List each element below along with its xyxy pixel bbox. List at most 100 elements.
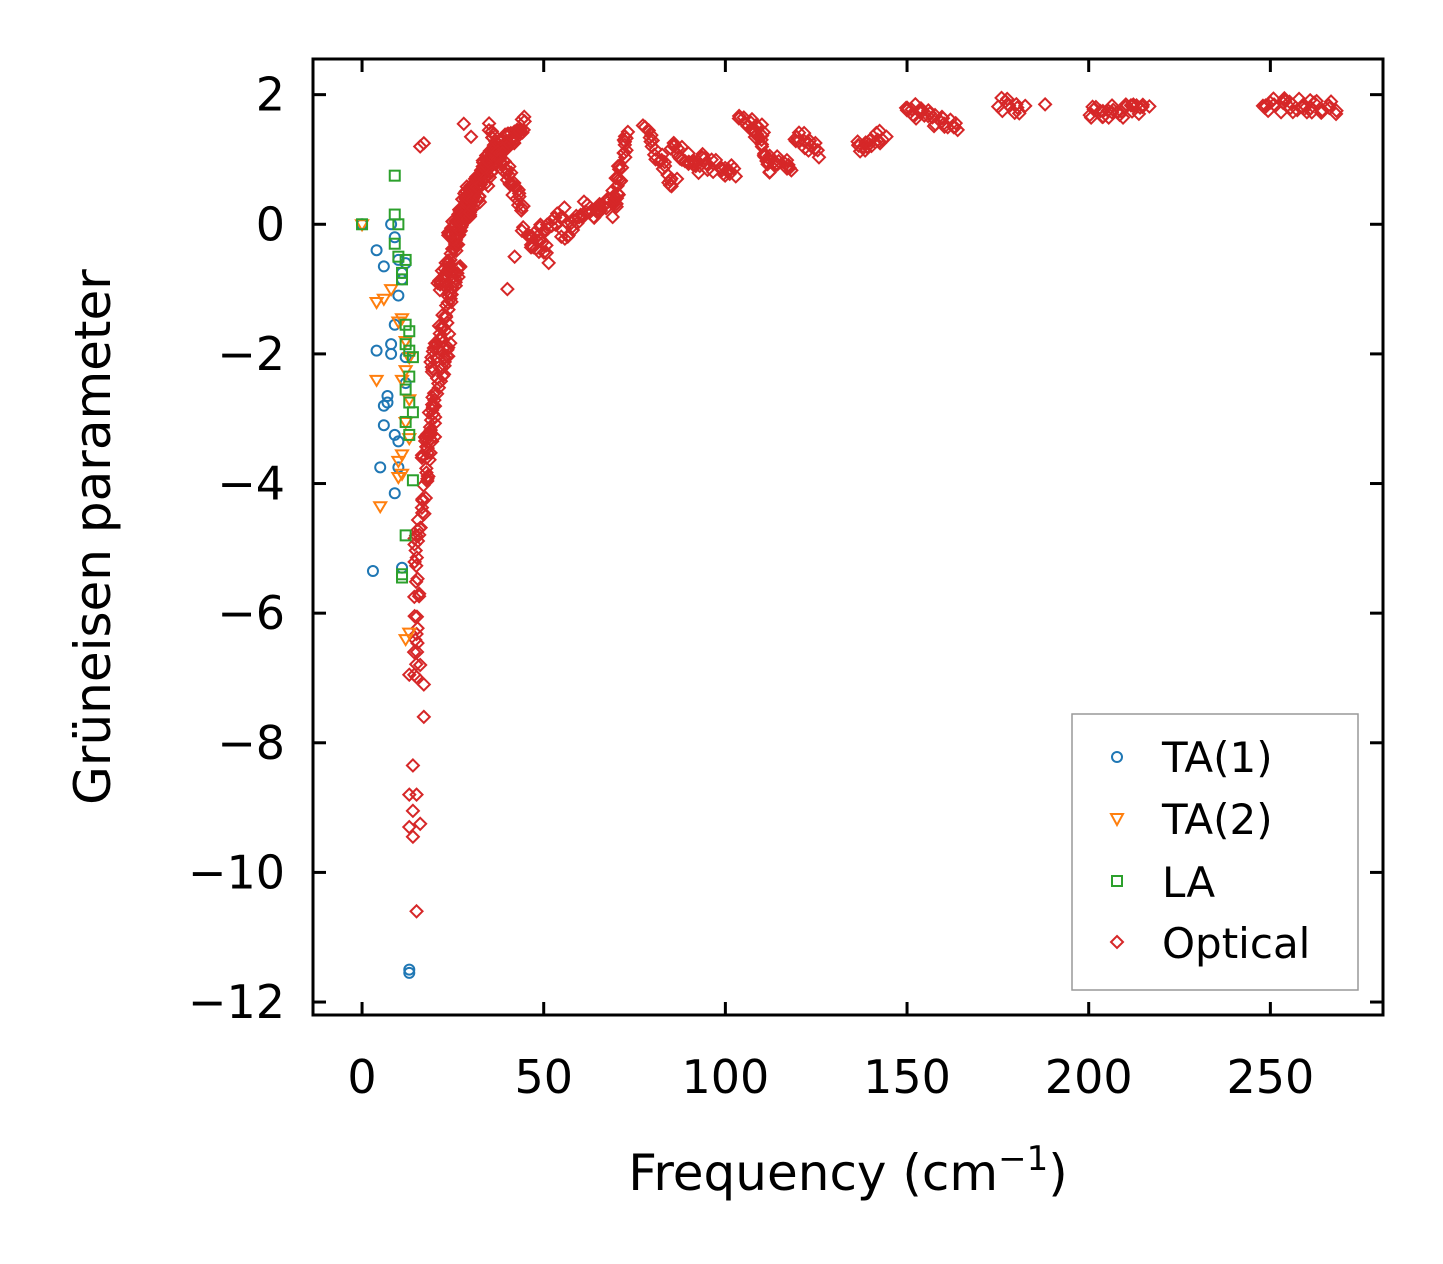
point-optical [424, 359, 440, 375]
point-optical [423, 445, 438, 461]
point-optical [409, 644, 425, 660]
point-optical [447, 224, 462, 240]
point-optical [429, 335, 445, 351]
point-la [399, 253, 412, 266]
point-optical [415, 492, 430, 508]
point-optical [499, 281, 515, 297]
point-optical [512, 123, 528, 139]
point-ta1 [374, 461, 387, 474]
y-tick-label: −6 [217, 586, 285, 640]
legend-marker-optical [1109, 934, 1125, 950]
point-ta2 [394, 468, 410, 482]
x-tick-label: 0 [347, 1050, 376, 1104]
point-optical [762, 165, 777, 180]
point-optical [489, 135, 505, 151]
point-la [356, 218, 369, 231]
point-optical [410, 571, 425, 587]
point-optical [477, 171, 492, 187]
point-optical [783, 162, 799, 178]
point-optical [426, 385, 442, 401]
point-optical [1085, 99, 1101, 115]
point-optical [514, 223, 530, 239]
point-optical [726, 161, 742, 176]
point-la [406, 406, 419, 419]
point-optical [779, 152, 795, 168]
point-optical [553, 210, 568, 226]
point-optical [419, 473, 435, 489]
legend-label-optical: Optical [1162, 919, 1310, 968]
point-la [399, 338, 412, 351]
point-optical [409, 903, 424, 919]
point-optical [401, 667, 417, 683]
y-tick-label: −8 [217, 716, 285, 770]
point-optical [419, 450, 435, 466]
point-optical [450, 221, 466, 237]
point-optical [609, 199, 625, 215]
point-optical [406, 644, 422, 660]
point-optical [405, 803, 421, 819]
point-optical [412, 139, 428, 154]
point-optical [556, 200, 572, 215]
point-la [392, 218, 405, 231]
point-optical [754, 132, 769, 148]
y-tick-label: −4 [217, 457, 285, 511]
point-optical [486, 137, 502, 153]
y-tick-label: −2 [217, 327, 285, 381]
point-optical [507, 249, 523, 265]
point-la [388, 169, 401, 182]
point-optical [416, 709, 432, 725]
point-optical [412, 657, 428, 673]
point-la [396, 571, 409, 584]
point-optical [409, 550, 425, 565]
point-optical [510, 197, 526, 213]
point-optical [443, 294, 459, 310]
point-optical [916, 108, 932, 124]
point-optical [477, 157, 493, 173]
point-optical [1309, 93, 1325, 109]
point-optical [754, 117, 770, 133]
point-optical [592, 196, 607, 212]
point-la [388, 237, 401, 250]
point-optical [657, 158, 673, 174]
point-optical [1123, 97, 1139, 113]
point-optical [1141, 99, 1157, 114]
point-ta1 [370, 244, 383, 257]
point-optical [536, 245, 552, 260]
point-ta1 [388, 231, 401, 244]
point-optical [523, 229, 539, 244]
point-optical [443, 252, 458, 268]
point-la [399, 529, 412, 542]
point-optical [657, 154, 673, 170]
point-optical [423, 412, 439, 428]
point-ta1 [385, 347, 398, 360]
point-optical [617, 137, 633, 153]
point-optical [418, 439, 434, 455]
point-optical [580, 197, 595, 213]
y-tick-label: −12 [188, 975, 285, 1029]
point-optical [436, 319, 451, 335]
point-optical [463, 129, 479, 145]
legend-marker-ta1 [1111, 751, 1123, 763]
point-optical [613, 173, 629, 189]
legend: TA(1) TA(2) LA Optical [1071, 713, 1359, 991]
point-la [399, 318, 412, 331]
point-optical [807, 135, 823, 151]
data-points [354, 90, 1344, 979]
legend-label-la: LA [1162, 858, 1215, 907]
point-optical [1299, 104, 1315, 120]
point-optical [1037, 96, 1053, 112]
point-ta1 [377, 260, 390, 273]
point-optical [620, 124, 636, 140]
point-ta1 [388, 428, 401, 441]
point-ta1 [403, 966, 416, 979]
x-tick-label: 150 [863, 1050, 951, 1104]
point-ta1 [381, 396, 394, 409]
legend-label-ta2: TA(2) [1161, 795, 1273, 844]
point-la [406, 474, 419, 487]
point-optical [611, 187, 627, 203]
point-optical [780, 157, 796, 173]
point-optical [1285, 104, 1301, 120]
point-optical [875, 132, 891, 148]
point-optical [1135, 99, 1150, 115]
point-optical [416, 677, 432, 692]
